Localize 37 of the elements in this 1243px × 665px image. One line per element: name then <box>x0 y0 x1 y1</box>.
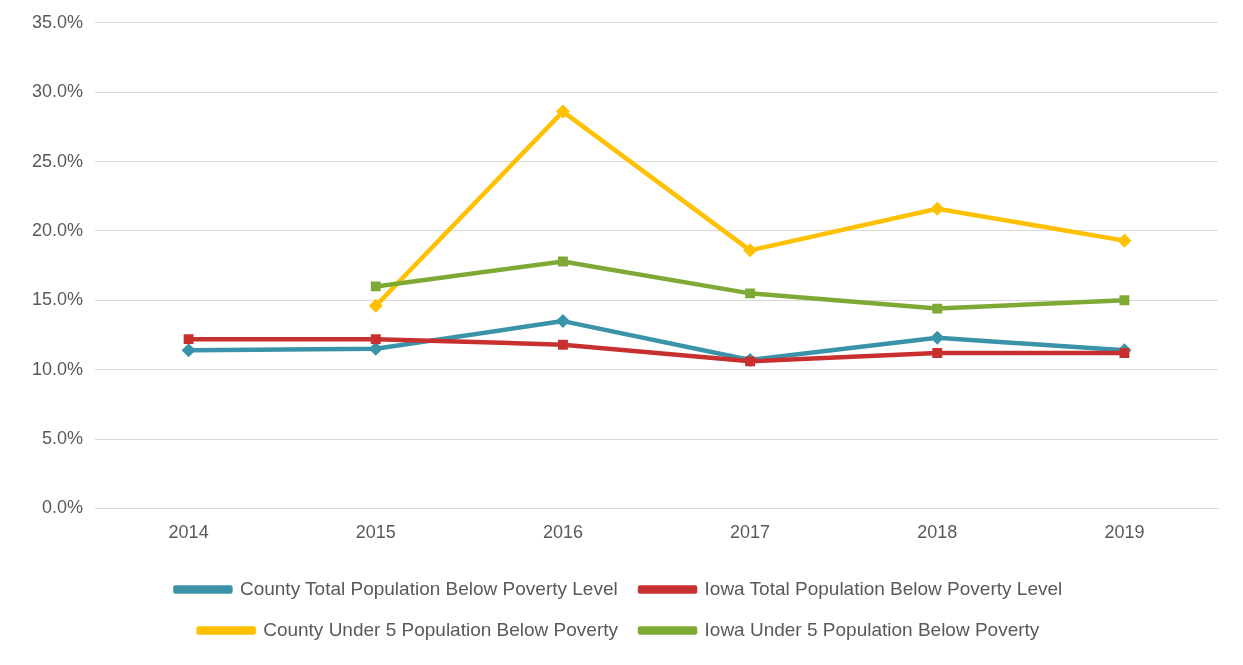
x-tick-label: 2015 <box>355 522 396 543</box>
y-tick-label: 10.0% <box>31 358 84 379</box>
point <box>932 348 943 358</box>
point <box>745 288 756 299</box>
point <box>370 281 381 292</box>
point <box>368 298 383 313</box>
legend-label: County Under 5 Population Below Poverty <box>263 618 619 640</box>
x-tick-label: 2019 <box>1104 522 1145 543</box>
point <box>555 314 570 329</box>
point <box>183 334 194 345</box>
y-tick-label: 5.0% <box>42 428 84 448</box>
point <box>181 343 196 358</box>
y-tick-label: 15.0% <box>31 289 84 310</box>
y-tick-label: 20.0% <box>31 219 84 240</box>
point <box>1117 233 1132 248</box>
x-tick-label: 2016 <box>542 522 583 543</box>
point <box>555 104 570 119</box>
point <box>930 330 945 345</box>
point <box>930 201 945 216</box>
x-tick-label: 2017 <box>730 522 771 543</box>
point <box>557 256 568 267</box>
legend-label: Iowa Under 5 Population Below Poverty <box>704 618 1040 640</box>
y-tick-label: 35.0% <box>31 11 84 32</box>
legend-label: County Total Population Below Poverty Level <box>239 577 618 599</box>
point <box>743 243 758 258</box>
y-tick-label: 25.0% <box>31 150 84 171</box>
x-tick-label: 2018 <box>917 522 958 543</box>
legend-label: Iowa Total Population Below Poverty Level <box>704 577 1063 599</box>
x-tick-label: 2014 <box>168 522 209 543</box>
point <box>370 334 381 345</box>
point <box>1119 295 1130 306</box>
point <box>1119 348 1130 358</box>
y-tick-label: 0.0% <box>42 497 84 518</box>
y-tick-label: 30.0% <box>31 81 84 102</box>
point <box>557 339 568 350</box>
point <box>932 303 943 314</box>
point <box>745 356 756 367</box>
